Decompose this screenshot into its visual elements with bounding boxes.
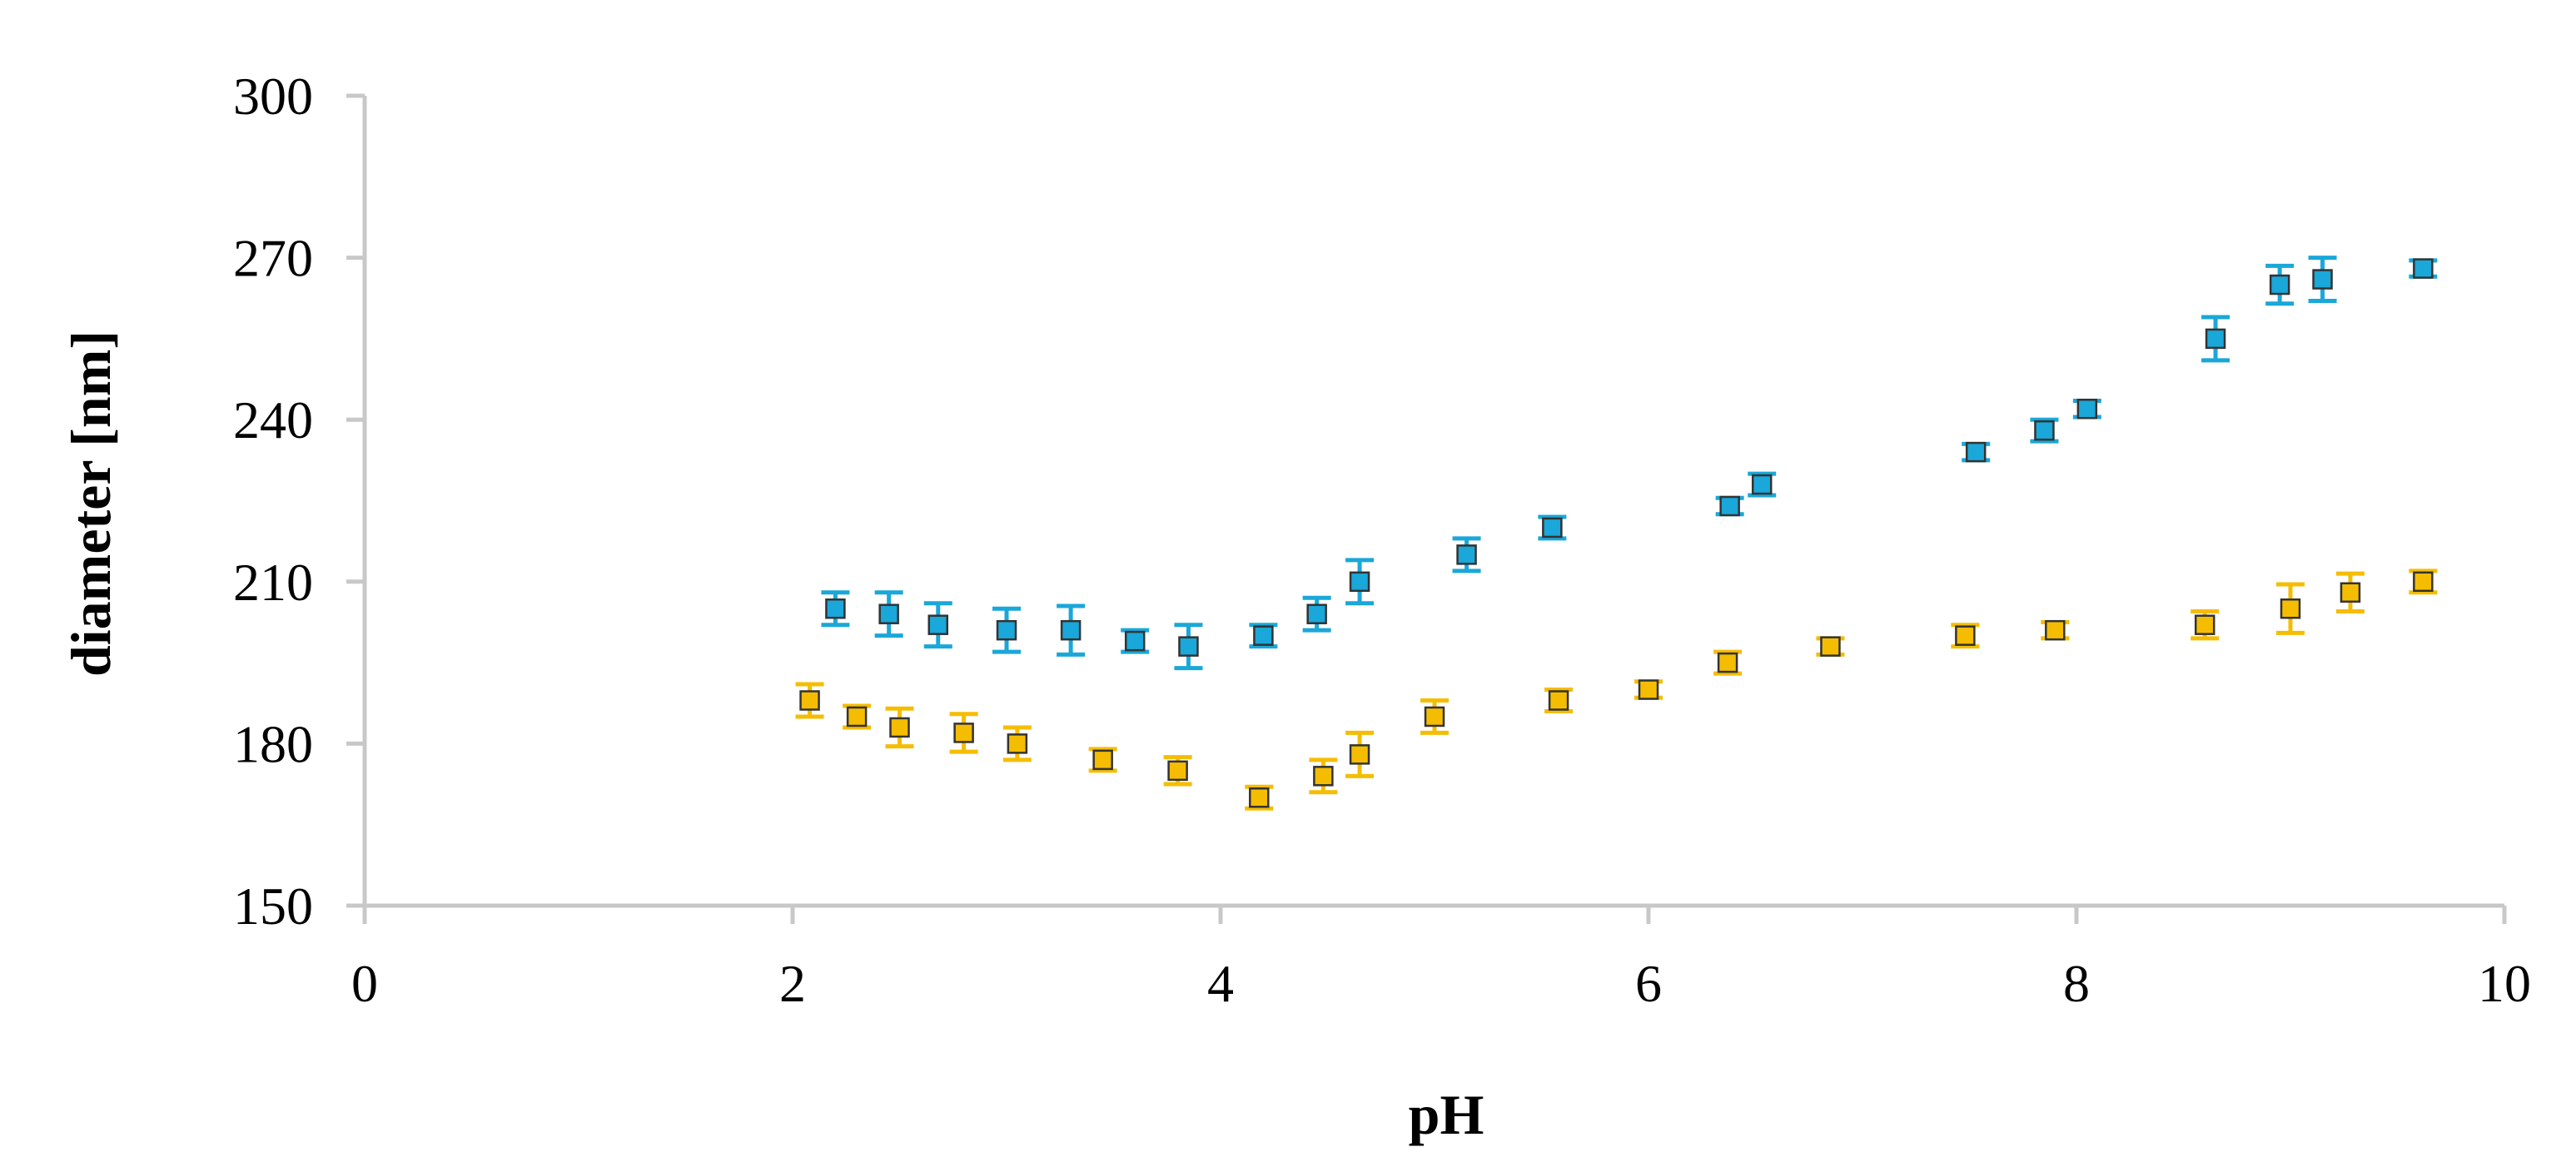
data-point <box>1349 744 1370 765</box>
data-point <box>799 690 820 711</box>
data-point <box>1349 571 1370 593</box>
data-point <box>1167 760 1188 782</box>
data-point <box>825 598 846 619</box>
data-point <box>927 614 949 635</box>
x-tick-label: 0 <box>351 954 378 1013</box>
data-point <box>1717 652 1738 673</box>
data-point <box>1178 636 1199 657</box>
x-tick-label: 10 <box>2478 954 2531 1013</box>
data-point <box>2194 614 2215 635</box>
data-point <box>1751 474 1773 495</box>
data-point <box>1965 441 1987 463</box>
data-point <box>2034 420 2055 441</box>
data-point <box>1253 625 1274 646</box>
y-tick-label: 180 <box>233 714 313 773</box>
y-tick-label: 270 <box>233 229 313 288</box>
x-axis-title: pH <box>1409 1083 1484 1146</box>
data-point <box>1456 544 1477 565</box>
data-point <box>1249 787 1270 808</box>
ticks: 150 180 210 240 270 300 0 2 4 6 8 10 <box>233 67 2531 1013</box>
series-2 <box>795 569 2438 811</box>
data-point <box>1313 766 1334 787</box>
data-point <box>1306 603 1327 624</box>
data-point <box>1638 679 1659 700</box>
data-point <box>846 706 868 728</box>
data-point <box>1007 733 1028 754</box>
data-point <box>1548 690 1569 711</box>
data-point <box>1542 517 1563 539</box>
axes <box>362 96 2504 908</box>
y-tick-label: 150 <box>233 876 313 936</box>
data-point <box>889 717 910 738</box>
data-point <box>1092 749 1113 771</box>
x-tick-label: 2 <box>779 954 806 1013</box>
y-tick-label: 240 <box>233 390 313 449</box>
data-point <box>2340 582 2361 603</box>
data-point <box>1955 625 1976 646</box>
data-point <box>1124 630 1146 652</box>
data-point <box>1820 636 1841 657</box>
data-point <box>2076 398 2098 420</box>
data-point <box>2413 571 2434 593</box>
series-1 <box>821 256 2438 671</box>
data-point <box>1424 706 1445 728</box>
data-point <box>953 723 974 743</box>
data-point <box>1719 495 1740 517</box>
marks <box>795 256 2438 811</box>
data-point <box>1060 619 1082 641</box>
data-point <box>2045 619 2066 641</box>
data-point <box>2413 258 2434 279</box>
data-point <box>2269 274 2290 295</box>
data-point <box>2312 269 2333 290</box>
data-point <box>878 603 899 624</box>
y-tick-label: 210 <box>233 553 313 612</box>
data-point <box>2280 598 2301 619</box>
x-tick-label: 8 <box>2063 954 2090 1013</box>
x-tick-label: 4 <box>1207 954 1234 1013</box>
data-point <box>996 619 1017 641</box>
data-point <box>2205 328 2226 350</box>
y-tick-label: 300 <box>233 67 313 126</box>
y-axis-title: diameter [nm] <box>59 330 122 677</box>
x-tick-label: 6 <box>1635 954 1662 1013</box>
